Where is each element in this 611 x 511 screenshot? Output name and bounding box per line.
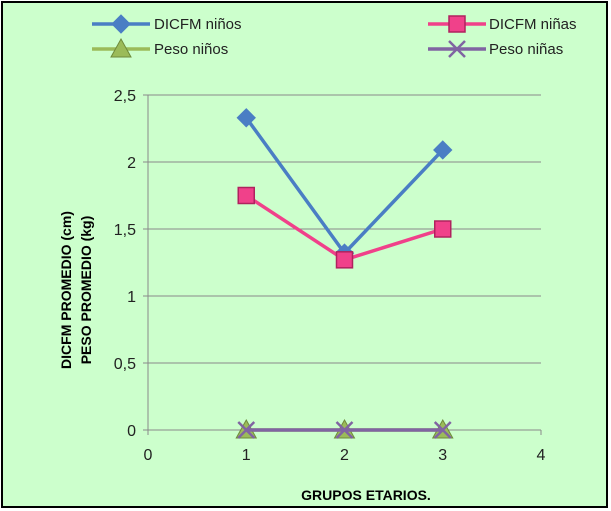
legend-label: DICFM niñas	[489, 16, 577, 33]
legend-item: DICFM niñas	[428, 15, 577, 33]
y-axis-title-line: PESO PROMEDIO (kg)	[78, 216, 94, 365]
data-point	[434, 220, 452, 238]
x-tick-label: 2	[340, 447, 349, 464]
y-tick-label: 0,5	[114, 356, 136, 373]
series-1	[237, 186, 452, 269]
legend-item: Peso niñas	[428, 40, 563, 58]
y-axis-title-line: DICFM PROMEDIO (cm)	[58, 211, 74, 369]
x-tick-label: 3	[438, 447, 447, 464]
legend-marker	[111, 14, 131, 34]
y-tick-label: 2	[127, 155, 136, 172]
series-3	[237, 421, 452, 439]
legend-label: Peso niños	[154, 41, 228, 58]
legend-marker	[448, 15, 466, 33]
x-tick-labels: 0 1 2 3 4	[144, 447, 546, 464]
y-tick-label: 0	[127, 423, 136, 440]
data-point-stroke-b	[433, 421, 452, 439]
data-point-stroke-b	[335, 421, 354, 439]
y-axis-title: DICFM PROMEDIO (cm) PESO PROMEDIO (kg)	[58, 211, 94, 369]
data-point	[335, 421, 354, 439]
gridlines	[148, 94, 541, 364]
legend-item: Peso niños	[92, 37, 228, 58]
legend-label: Peso niñas	[489, 41, 563, 58]
legend-marker-stroke-b	[448, 40, 466, 58]
y-tick-labels: 0 0,5 1 1,5 2 2,5	[114, 88, 136, 440]
data-point	[237, 186, 255, 205]
data-point	[433, 421, 452, 439]
legend-marker	[110, 37, 132, 58]
data-point	[237, 421, 256, 439]
data-point	[433, 140, 453, 160]
y-tick-label: 1,5	[114, 222, 136, 239]
x-tick-label: 4	[537, 447, 546, 464]
data-point-stroke-b	[237, 421, 256, 439]
data-point	[236, 108, 256, 128]
x-tick-label: 0	[144, 447, 153, 464]
legend: DICFM niños DICFM niñas Peso niños Peso niñ…	[92, 14, 577, 58]
x-axis-title: GRUPOS ETARIOS.	[301, 487, 431, 503]
data-point	[335, 251, 354, 269]
data-series	[235, 108, 454, 439]
legend-item: DICFM niños	[92, 14, 242, 34]
x-tick-label: 1	[242, 447, 251, 464]
y-tick-label: 1	[127, 289, 136, 306]
y-tick-label: 2,5	[114, 88, 136, 105]
legend-label: DICFM niños	[154, 16, 242, 33]
legend-marker	[448, 40, 466, 58]
